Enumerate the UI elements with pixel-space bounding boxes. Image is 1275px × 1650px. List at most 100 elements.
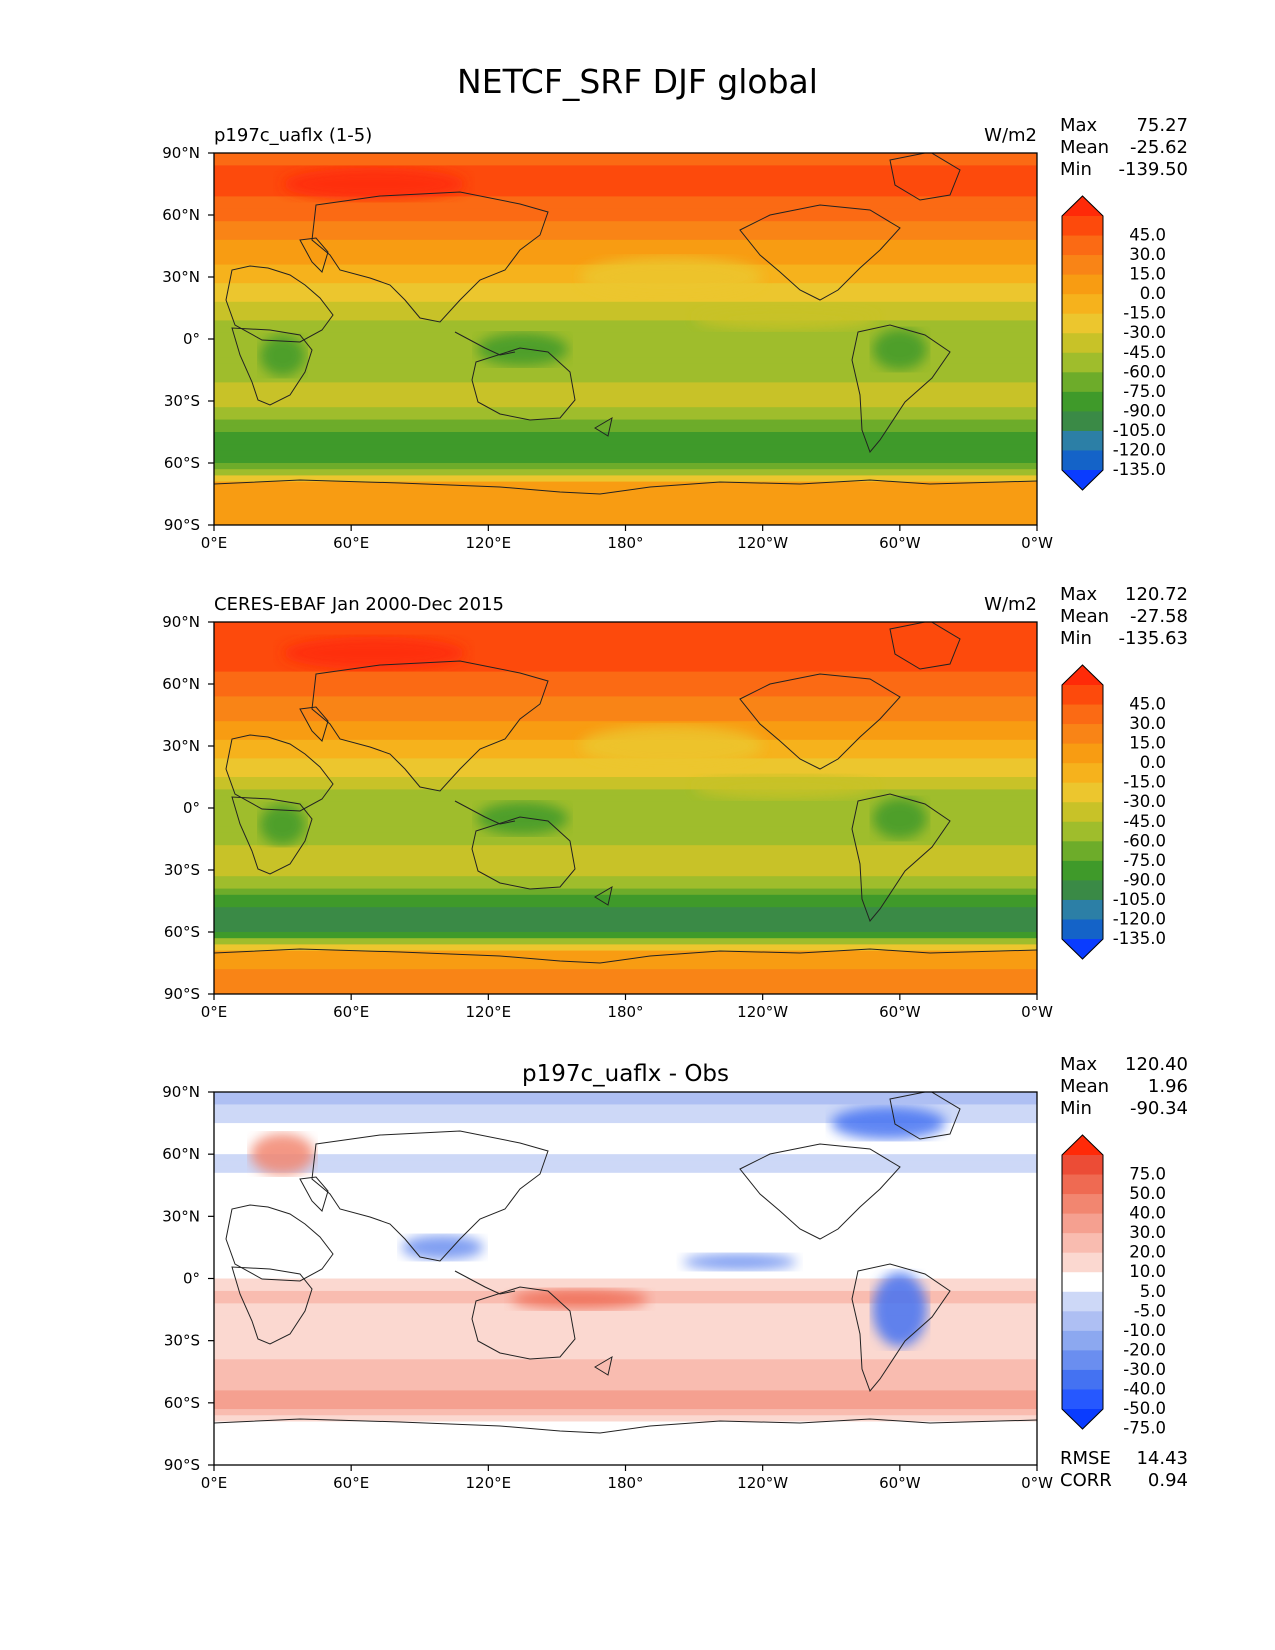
colorbar-label: -15.0: [1123, 773, 1166, 792]
field-band: [214, 233, 1037, 241]
field-band: [214, 1433, 1037, 1441]
field: [214, 1092, 1037, 1465]
x-tick-label: 60°W: [879, 534, 921, 552]
field-band: [214, 1452, 1037, 1460]
y-tick-label: 0°: [183, 1270, 200, 1288]
field-band: [214, 363, 1037, 371]
colorbar-label: -40.0: [1123, 1379, 1166, 1398]
field-band: [214, 1284, 1037, 1292]
field-band: [214, 938, 1037, 945]
field-band: [214, 832, 1037, 840]
stat-max-value: 120.72: [1125, 584, 1188, 605]
colorbar-outline: [1061, 1134, 1104, 1430]
colorbar-segment: [1062, 313, 1103, 334]
colorbar-segment: [1062, 411, 1103, 432]
colorbar-label: -30.0: [1123, 792, 1166, 811]
y-tick-label: 30°N: [162, 268, 200, 286]
stat-rmse-value: 14.43: [1136, 1448, 1188, 1469]
colorbar-segment: [1062, 274, 1103, 295]
field-band: [214, 1315, 1037, 1323]
field-feature: [872, 328, 928, 371]
field-band: [214, 1340, 1037, 1348]
field-band: [214, 1359, 1037, 1367]
field-band: [214, 783, 1037, 790]
colorbar-segment: [1062, 919, 1103, 940]
colorbar-segment: [1062, 450, 1103, 471]
x-tick-label: 120°W: [737, 1474, 788, 1492]
colorbar-segment: [1062, 1291, 1103, 1312]
stat-min-label: Min: [1060, 159, 1092, 180]
field-band: [214, 1197, 1037, 1205]
field-band: [214, 177, 1037, 185]
field-feature: [250, 1133, 315, 1175]
field-band: [214, 1185, 1037, 1193]
stat-max-value: 75.27: [1136, 115, 1188, 136]
field-band: [214, 628, 1037, 635]
field-band: [214, 1247, 1037, 1255]
field-band: [214, 494, 1037, 501]
field-band: [214, 1172, 1037, 1180]
colorbar-extend-min: [1062, 939, 1103, 959]
field-band: [214, 801, 1037, 809]
y-tick-label: 90°N: [162, 613, 200, 631]
field-band: [214, 1365, 1037, 1373]
field-feature: [259, 803, 306, 846]
field-band: [214, 1154, 1037, 1161]
colorbar-extend-min: [1062, 1409, 1103, 1429]
field-band: [214, 1353, 1037, 1360]
field-band: [214, 184, 1037, 191]
y-tick-label: 90°N: [162, 1083, 200, 1101]
field-band: [214, 777, 1037, 784]
field-band: [214, 382, 1037, 390]
x-tick-label: 0°W: [1021, 534, 1053, 552]
field-band: [214, 1390, 1037, 1398]
colorbar-label: -105.0: [1113, 421, 1166, 440]
field-band: [214, 708, 1037, 716]
panel-difference: 0°E 60°E 120°E 180° 120°W 60°W 0°W 90°N 60°N 30°N…: [162, 1054, 1188, 1492]
field-band: [214, 1259, 1037, 1267]
panel-title: p197c_uaflx (1-5): [214, 125, 372, 146]
colorbar: 75.050.040.030.020.010.05.0-5.0-10.0-20.…: [1061, 1134, 1166, 1438]
y-tick-label: 30°N: [162, 737, 200, 755]
colorbar-label: -90.0: [1123, 401, 1166, 420]
field-band: [214, 1216, 1037, 1224]
colorbar-segment: [1062, 1233, 1103, 1254]
field-feature: [682, 1253, 797, 1271]
field-feature: [476, 332, 569, 366]
field-band: [214, 487, 1037, 495]
x-tick-label: 120°W: [737, 534, 788, 552]
y-tick-label: 60°N: [162, 206, 200, 224]
field-band: [214, 190, 1037, 197]
stat-min-label: Min: [1060, 1098, 1092, 1119]
colorbar-segment: [1062, 880, 1103, 901]
colorbar-label: -50.0: [1123, 1399, 1166, 1418]
field-feature: [872, 1272, 928, 1347]
stat-corr-label: CORR: [1060, 1470, 1112, 1491]
field-band: [214, 659, 1037, 666]
field-band: [214, 665, 1037, 673]
field-band: [214, 622, 1037, 629]
y-tick-label: 30°S: [164, 861, 200, 879]
stat-mean-label: Mean: [1060, 1076, 1109, 1097]
field-band: [214, 518, 1037, 525]
stat-mean-label: Mean: [1060, 137, 1109, 158]
field-band: [214, 351, 1037, 359]
stat-min-value: -90.34: [1130, 1098, 1188, 1119]
colorbar-label: -135.0: [1113, 929, 1166, 948]
field-band: [214, 295, 1037, 303]
field-band: [214, 512, 1037, 520]
field-band: [214, 475, 1037, 483]
field-band: [214, 1234, 1037, 1242]
field-band: [214, 153, 1037, 160]
field-band: [214, 332, 1037, 340]
field-band: [214, 987, 1037, 994]
field-band: [214, 326, 1037, 334]
figure-title: NETCF_SRF DJF global: [457, 62, 818, 101]
stat-max-label: Max: [1060, 584, 1098, 605]
field-band: [214, 1203, 1037, 1211]
field-band: [214, 684, 1037, 691]
colorbar-label: -75.0: [1123, 382, 1166, 401]
colorbar-segment: [1062, 1311, 1103, 1332]
colorbar-label: -120.0: [1113, 909, 1166, 928]
